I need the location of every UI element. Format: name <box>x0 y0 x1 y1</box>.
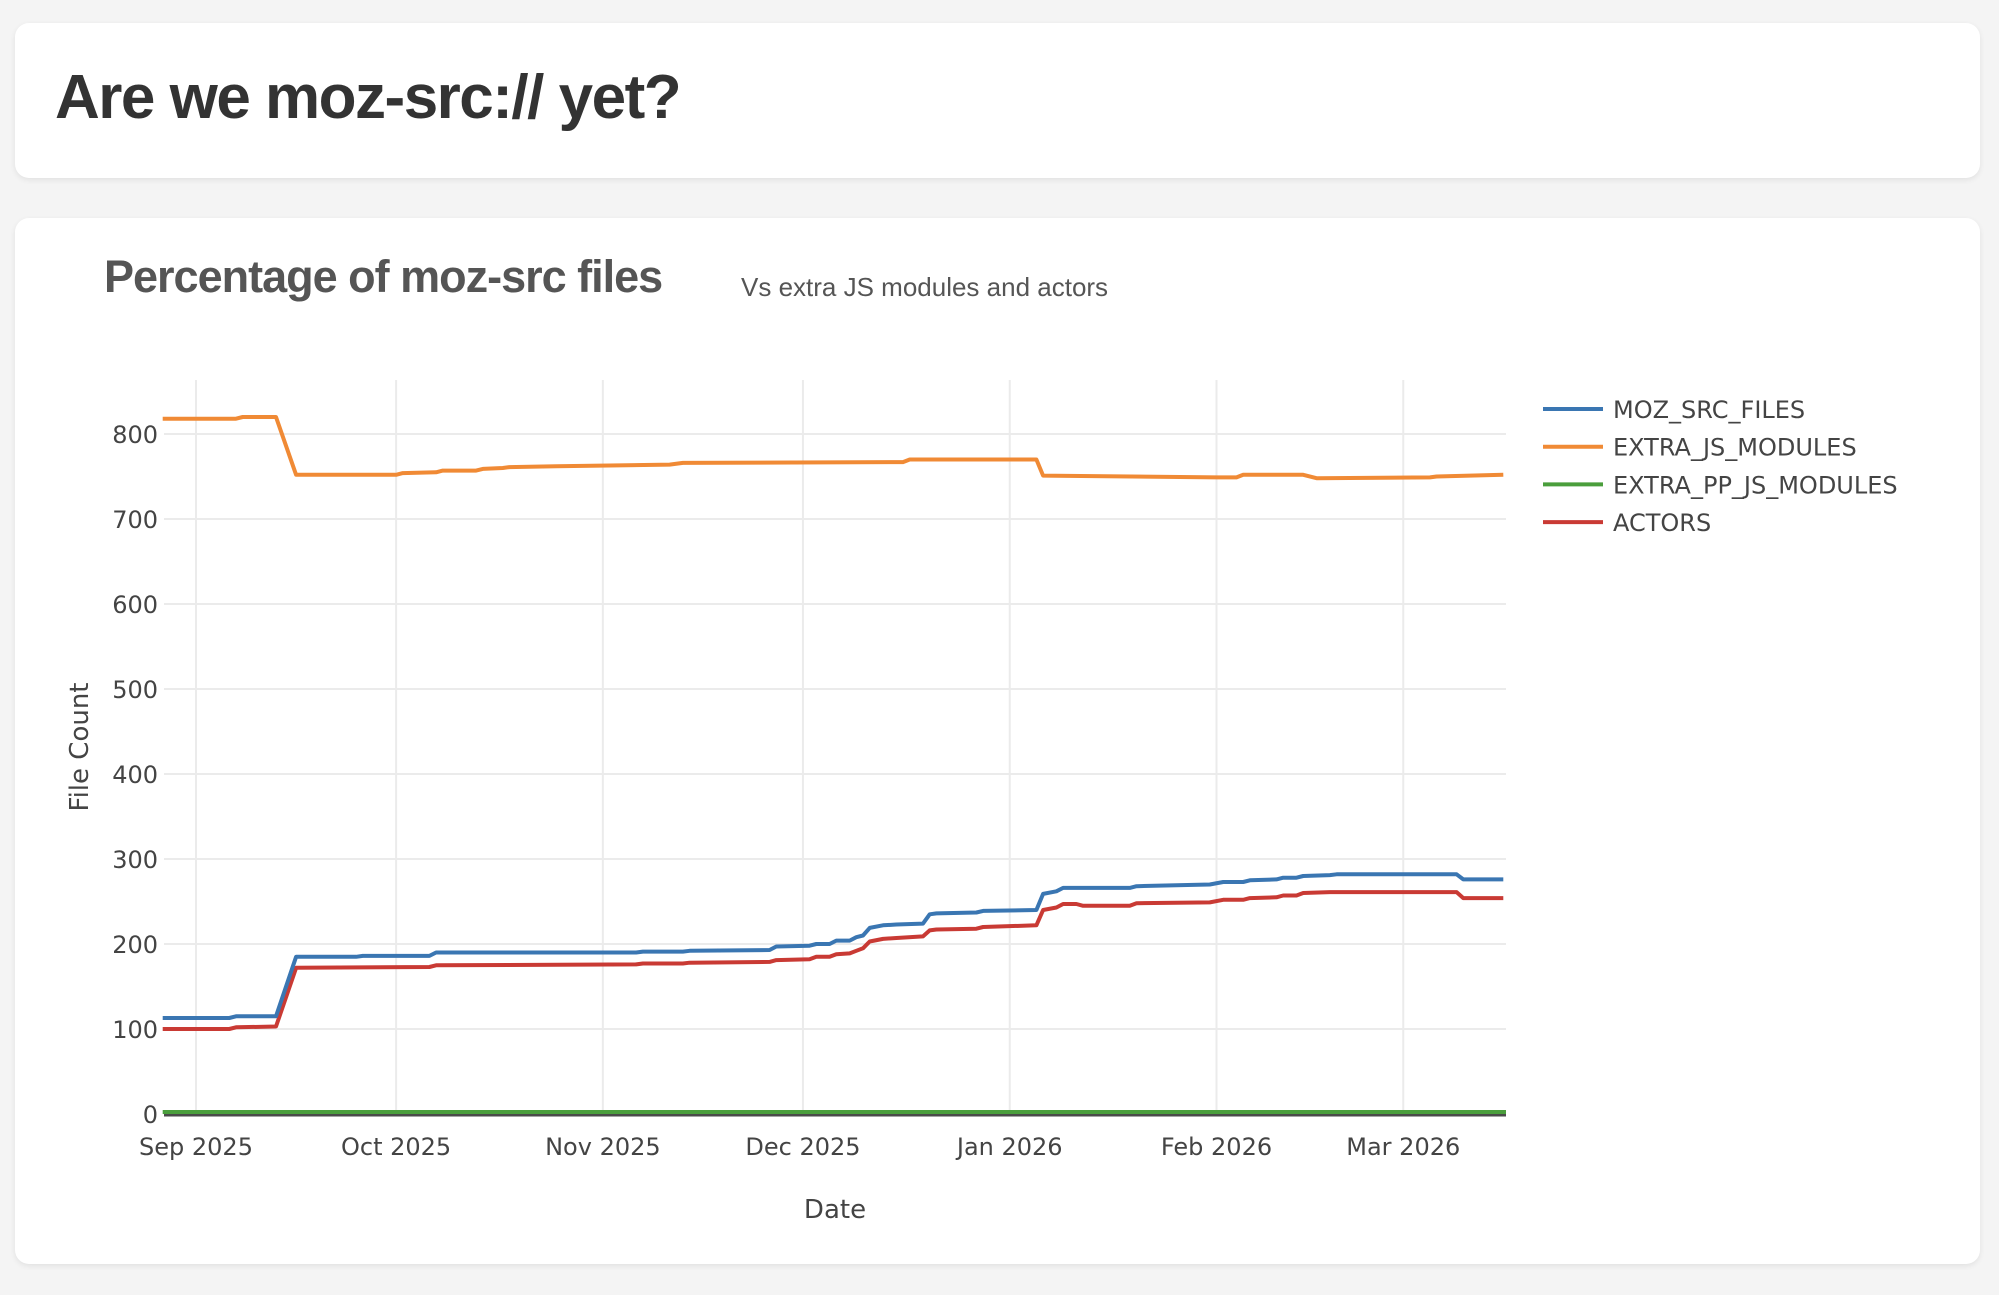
y-axis-ticks: 0 100 200 300 400 500 600 700 800 <box>112 421 158 1129</box>
header-card: Are we moz-src:// yet? <box>15 23 1980 178</box>
x-tick-label: Jan 2026 <box>955 1133 1063 1161</box>
legend-item-moz-src-files[interactable]: MOZ_SRC_FILES <box>1543 396 1805 424</box>
legend-item-extra-js-modules[interactable]: EXTRA_JS_MODULES <box>1543 434 1857 462</box>
x-tick-label: Oct 2025 <box>341 1133 451 1161</box>
y-tick-label: 700 <box>112 506 158 534</box>
chart-card: Percentage of moz-src files Vs extra JS … <box>15 218 1980 1264</box>
legend-label: ACTORS <box>1613 509 1711 537</box>
y-tick-label: 300 <box>112 846 158 874</box>
series-line-extra-js-modules <box>162 415 1504 481</box>
y-tick-label: 500 <box>112 676 158 704</box>
chart-legend: MOZ_SRC_FILES EXTRA_JS_MODULES EXTRA_PP_JS… <box>1543 396 1898 537</box>
chart-title: Percentage of moz-src files <box>104 251 663 302</box>
y-tick-label: 100 <box>112 1016 158 1044</box>
chart-subtitle: Vs extra JS modules and actors <box>741 272 1109 302</box>
y-tick-label: 800 <box>112 421 158 449</box>
x-tick-label: Sep 2025 <box>139 1133 253 1161</box>
series-line-moz-src-files <box>162 872 1504 1020</box>
x-axis-title: Date <box>804 1195 866 1225</box>
y-tick-label: 600 <box>112 591 158 619</box>
legend-label: MOZ_SRC_FILES <box>1613 396 1805 424</box>
chart-grid <box>164 380 1506 1114</box>
page-title: Are we moz-src:// yet? <box>55 63 682 132</box>
y-tick-label: 200 <box>112 931 158 959</box>
legend-item-extra-pp-js-modules[interactable]: EXTRA_PP_JS_MODULES <box>1543 471 1898 499</box>
x-tick-label: Mar 2026 <box>1346 1133 1460 1161</box>
legend-item-actors[interactable]: ACTORS <box>1543 509 1711 537</box>
x-axis-ticks: Sep 2025 Oct 2025 Nov 2025 Dec 2025 Jan 2026… <box>139 1133 1460 1161</box>
legend-label: EXTRA_JS_MODULES <box>1613 434 1857 462</box>
x-tick-label: Feb 2026 <box>1161 1133 1272 1161</box>
x-tick-label: Dec 2025 <box>745 1133 860 1161</box>
y-tick-label: 0 <box>143 1101 158 1129</box>
x-tick-label: Nov 2025 <box>545 1133 661 1161</box>
chart-series <box>162 415 1506 1117</box>
legend-label: EXTRA_PP_JS_MODULES <box>1613 471 1898 499</box>
y-axis-title: File Count <box>65 683 95 812</box>
series-line-actors <box>162 890 1504 1031</box>
y-tick-label: 400 <box>112 761 158 789</box>
